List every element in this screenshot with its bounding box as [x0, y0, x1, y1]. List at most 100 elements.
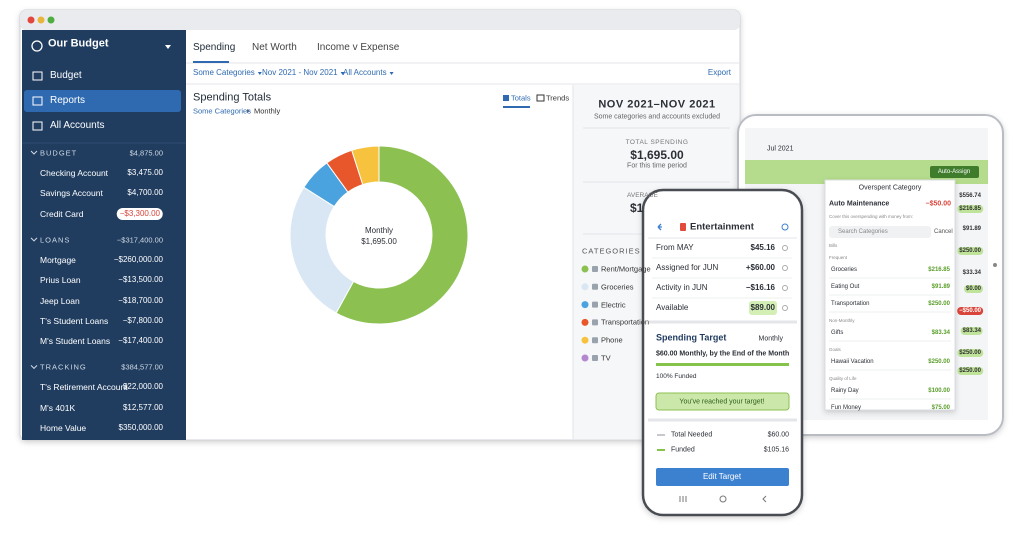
- popup-item[interactable]: Eating Out: [831, 284, 860, 290]
- dropdown-caret[interactable]: [165, 45, 171, 49]
- tablet-month: Jul 2021: [767, 145, 794, 153]
- min-dot[interactable]: [37, 16, 45, 24]
- tab[interactable]: Spending: [193, 42, 236, 53]
- legend-label: TV: [601, 353, 611, 363]
- export-link[interactable]: Export: [707, 68, 731, 77]
- auto-assign[interactable]: Auto-Assign: [937, 169, 971, 175]
- available-pill: [749, 301, 777, 315]
- legend-label: Groceries: [601, 282, 634, 292]
- popup-item[interactable]: Transportation: [831, 301, 870, 307]
- nav-item[interactable]: Reports: [50, 95, 86, 106]
- tablet-balance: $556.74: [959, 193, 981, 199]
- account-name[interactable]: T's Retirement Account: [40, 382, 128, 393]
- legend-label: Phone: [601, 335, 623, 345]
- edit-target-button[interactable]: [656, 468, 789, 486]
- group-total: $384,577.00: [121, 362, 163, 372]
- popup-item-amount: $100.00: [928, 388, 950, 394]
- popup-item[interactable]: Hawaii Vacation: [831, 359, 874, 365]
- categories-label: CATEGORIES: [582, 246, 641, 256]
- legend-icon: [592, 266, 598, 272]
- group-name[interactable]: TRACKING: [40, 362, 87, 372]
- account-name[interactable]: M's Student Loans: [40, 335, 111, 346]
- account-balance: −$13,500.00: [118, 275, 163, 285]
- phone-row-label: From MAY: [656, 243, 694, 252]
- phone-row-value: $45.16: [750, 243, 775, 252]
- row-icon: [782, 285, 788, 291]
- popup-item-amount: $75.00: [931, 405, 950, 411]
- total-value: $105.16: [763, 446, 789, 454]
- account-balance: −$17,400.00: [118, 336, 163, 346]
- filter[interactable]: Nov 2021 - Nov 2021: [262, 68, 338, 77]
- popup-item[interactable]: Gifts: [831, 330, 844, 336]
- account-name[interactable]: Jeep Loan: [40, 295, 80, 306]
- filter[interactable]: All Accounts: [343, 68, 387, 77]
- popup-section: Bills: [829, 242, 838, 248]
- edit-target[interactable]: Edit Target: [702, 472, 742, 481]
- nav-icon: [32, 71, 43, 81]
- tab[interactable]: Net Worth: [252, 42, 297, 53]
- nav-item[interactable]: All Accounts: [50, 120, 105, 131]
- tablet-balance: $83.34: [960, 327, 983, 335]
- breadcrumb: Monthly: [254, 106, 281, 116]
- account-balance: $350,000.00: [118, 423, 164, 432]
- summary-range: NOV 2021–NOV 2021: [598, 98, 716, 111]
- search-box[interactable]: [829, 226, 931, 238]
- popup-item[interactable]: Fun Money: [831, 405, 862, 411]
- average-label: AVERAGE: [627, 191, 658, 199]
- group-name[interactable]: LOANS: [40, 235, 71, 245]
- group-name[interactable]: BUDGET: [40, 148, 78, 158]
- search-placeholder[interactable]: Search Categories: [838, 229, 888, 235]
- row-icon: [782, 245, 788, 251]
- legend-dot: [581, 354, 589, 362]
- nav-item[interactable]: Budget: [50, 70, 82, 81]
- filter[interactable]: Some Categories: [193, 68, 255, 77]
- tablet-balance: $250.00: [957, 367, 983, 375]
- account-balance: $3,475.00: [127, 168, 163, 177]
- account-balance: −$18,700.00: [118, 295, 163, 305]
- phone-row-value: $89.00: [750, 303, 775, 312]
- total-label: TOTAL SPENDING: [625, 138, 689, 146]
- breadcrumb[interactable]: Some Categories: [193, 106, 251, 116]
- account-name[interactable]: M's 401K: [40, 402, 76, 413]
- account-name[interactable]: Mortgage: [40, 254, 76, 265]
- account-name[interactable]: Prius Loan: [40, 274, 81, 285]
- pin-icon[interactable]: [781, 223, 789, 231]
- budget-name[interactable]: Our Budget: [48, 37, 109, 50]
- group-total: $4,875.00: [129, 148, 163, 158]
- back-arrow[interactable]: [657, 223, 662, 231]
- popup-item[interactable]: Groceries: [831, 267, 858, 273]
- account-name[interactable]: T's Student Loans: [40, 315, 109, 326]
- phone-row-label: Assigned for JUN: [656, 263, 719, 272]
- report-title: Spending Totals: [193, 91, 272, 104]
- legend-icon: [592, 319, 598, 326]
- phone-row-label: Available: [656, 303, 689, 312]
- total-label: Total Needed: [671, 431, 713, 439]
- legend-icon: [592, 337, 598, 344]
- total-value: $60.00: [767, 431, 789, 439]
- popup-item[interactable]: Rainy Day: [831, 388, 859, 394]
- donut-slice: [351, 145, 380, 186]
- popup-section: Non-Monthly: [829, 317, 855, 323]
- max-dot[interactable]: [47, 16, 55, 24]
- account-name[interactable]: Credit Card: [40, 208, 84, 219]
- auto-assign-button[interactable]: [930, 166, 979, 178]
- account-name[interactable]: Checking Account: [40, 167, 109, 178]
- close-dot[interactable]: [27, 16, 35, 24]
- target-title: Spending Target: [656, 332, 727, 343]
- account-name[interactable]: Home Value: [40, 422, 87, 433]
- filter-caret: [389, 72, 394, 75]
- phone-title: Entertainment: [690, 221, 754, 233]
- phone-row-label: Activity in JUN: [656, 283, 708, 292]
- tab[interactable]: Income v Expense: [317, 42, 400, 53]
- toggle[interactable]: Trends: [546, 93, 570, 103]
- legend-dot: [581, 265, 589, 273]
- total-note: For this time period: [627, 162, 687, 170]
- title-bar: [20, 10, 740, 30]
- popup-item-amount: $250.00: [928, 359, 950, 365]
- tablet-balance: $33.34: [962, 270, 981, 276]
- account-name[interactable]: Savings Account: [40, 188, 103, 199]
- cancel[interactable]: Cancel: [934, 229, 953, 235]
- summary-note: Some categories and accounts excluded: [593, 113, 721, 121]
- toggle[interactable]: Totals: [511, 93, 531, 103]
